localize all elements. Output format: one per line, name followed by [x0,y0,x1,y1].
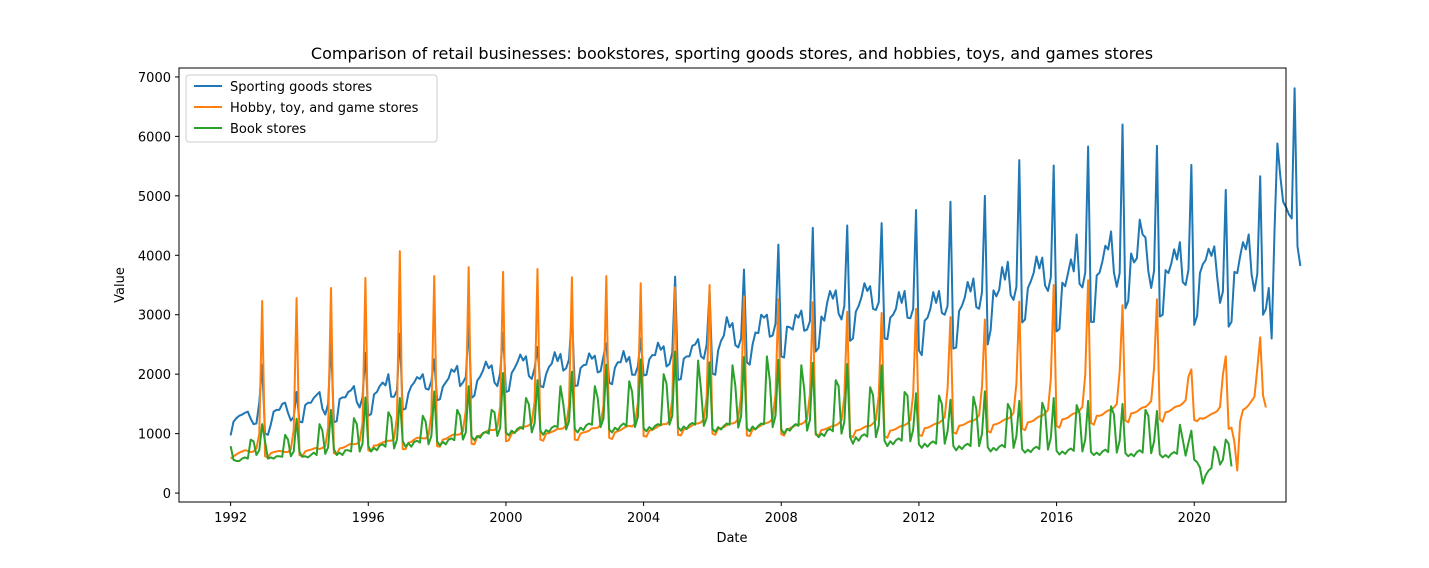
y-tick-label: 4000 [138,249,171,264]
x-tick-label: 1996 [352,511,385,526]
y-tick-label: 3000 [138,309,171,324]
x-tick-label: 2016 [1040,511,1073,526]
legend-label-sporting-goods: Sporting goods stores [230,80,372,95]
series-line-hobby-toy-and-game-stores [229,250,1267,472]
legend-label-book-stores: Book stores [230,122,306,137]
x-tick-label: 2008 [765,511,798,526]
y-tick-label: 7000 [138,71,171,86]
series-line-sporting-goods-stores [229,87,1302,436]
y-axis: 0 1000 2000 3000 4000 5000 6000 7000 [138,71,179,502]
legend-box [185,74,438,143]
x-tick-label: 2012 [902,511,935,526]
x-tick-label: 2004 [627,511,660,526]
series-line-book-stores [229,350,1233,485]
y-axis-label: Value [113,267,128,303]
y-tick-label: 1000 [138,428,171,443]
y-tick-label: 6000 [138,130,171,145]
y-tick-label: 2000 [138,368,171,383]
x-tick-label: 1992 [214,511,247,526]
x-axis: 1992 1996 2000 2004 2008 2012 2016 2020 [214,502,1211,526]
legend-label-hobby-toy-game: Hobby, toy, and game stores [230,101,419,116]
plot-frame [178,67,1287,503]
x-tick-label: 2020 [1178,511,1211,526]
x-axis-label: Date [716,531,747,546]
chart-title: Comparison of retail businesses: booksto… [311,44,1153,63]
x-tick-label: 2000 [489,511,522,526]
legend: Sporting goods stores Hobby, toy, and ga… [185,74,438,143]
series-layer [229,87,1302,485]
y-tick-label: 5000 [138,190,171,205]
y-tick-label: 0 [163,487,171,502]
